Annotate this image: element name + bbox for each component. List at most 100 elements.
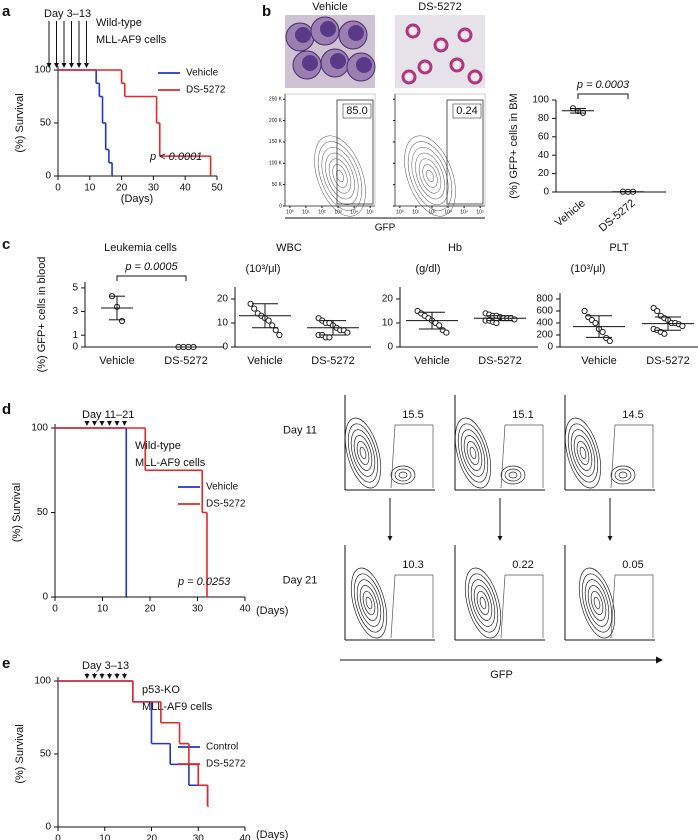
- transition-arrow-head: [497, 536, 503, 541]
- y-tick-label: 0: [72, 342, 78, 353]
- nucleus: [356, 57, 372, 73]
- flow-contour: [411, 147, 449, 205]
- flow-contour: [336, 170, 344, 182]
- treatment-label: Day 11–21: [82, 409, 134, 421]
- flow-x-tick-label: 10⁴: [460, 209, 468, 215]
- y-tick-label: 100: [31, 423, 48, 434]
- cell: [433, 37, 449, 53]
- flow-y-tick-label: 0: [279, 203, 282, 209]
- flow-contour: [567, 423, 599, 483]
- x-tick-label: Vehicle: [247, 355, 282, 367]
- treatment-arrow-head: [46, 63, 52, 68]
- x-tick-label: 20: [146, 834, 158, 840]
- x-tick-label: Vehicle: [581, 355, 616, 367]
- y-tick-label: 60: [538, 131, 550, 142]
- x-tick-label: 20: [116, 183, 128, 194]
- x-tick-label: Vehicle: [99, 355, 134, 367]
- flow-contour: [614, 468, 632, 482]
- flow-contour: [328, 158, 352, 194]
- p-value: p < 0.0001: [149, 151, 202, 163]
- flow-contour: [463, 435, 483, 471]
- flow-contour: [476, 590, 490, 616]
- flow-contour: [317, 141, 363, 211]
- data-point: [661, 330, 668, 337]
- y-tick-label: 100: [34, 65, 51, 76]
- data-point: [251, 305, 258, 312]
- gate-value-box: [342, 103, 372, 119]
- x-tick-label: 0: [55, 834, 61, 840]
- flow-x-tick-label: 10⁰: [396, 209, 404, 215]
- p-value: p = 0.0003: [576, 79, 630, 91]
- data-point: [269, 322, 276, 329]
- flow-frame: [394, 93, 486, 207]
- flow-contour: [426, 170, 434, 182]
- y-tick-label: 0: [222, 342, 228, 353]
- flow-gate: [390, 574, 434, 639]
- x-tick-label: Vehicle: [553, 197, 588, 229]
- treatment-arrow-head: [99, 421, 105, 426]
- treatment-arrow-head: [61, 63, 67, 68]
- treatment-arrow-head: [107, 674, 112, 679]
- y-tick-label: 1: [72, 330, 78, 341]
- chart-title: PLT: [609, 242, 629, 254]
- treatment-arrow-head: [69, 63, 74, 68]
- data-point: [654, 307, 661, 315]
- treatment-arrow-head: [54, 63, 59, 68]
- y-axis-label: (%) GFP+ cells in blood: [36, 257, 48, 373]
- flow-contour: [325, 152, 355, 200]
- flow-contour: [390, 465, 416, 485]
- flow-contour: [590, 590, 604, 616]
- treatment-label: Day 3–13: [82, 660, 129, 672]
- unit-label: (g/dl): [415, 263, 440, 275]
- data-point: [118, 317, 126, 325]
- flow-contour: [356, 579, 382, 627]
- treatment-arrow-head: [76, 63, 82, 68]
- data-point: [592, 319, 599, 327]
- x-tick-label: DS-5272: [311, 355, 354, 367]
- flow-contour: [394, 468, 412, 482]
- legend-label: DS-5272: [206, 499, 246, 510]
- flow-y-tick-label: 150 K: [269, 139, 283, 145]
- y-tick-label: 50: [37, 507, 49, 518]
- flow-contour: [618, 471, 628, 479]
- data-point: [344, 329, 351, 336]
- x-tick-label: 40: [239, 834, 251, 840]
- flow-gate: [336, 99, 374, 205]
- flow-gate: [446, 99, 484, 205]
- flow-contour: [353, 573, 385, 633]
- flow-contour: [365, 596, 373, 610]
- y-tick-label: 10: [382, 318, 394, 329]
- x-tick-label: 40: [180, 183, 192, 194]
- transition-arrow-head: [607, 536, 613, 541]
- flow-contour: [464, 567, 502, 639]
- gate-value: 0.24: [456, 105, 477, 117]
- x-tick-label: 0: [55, 183, 61, 194]
- flow-contour: [581, 573, 613, 633]
- flow-contour: [415, 152, 445, 200]
- y-tick-label: 5: [72, 283, 78, 294]
- y-tick-label: 0: [42, 592, 48, 603]
- y-axis-label: (%) Survival: [14, 93, 26, 152]
- nucleus: [295, 27, 311, 43]
- panel-label: d: [2, 401, 11, 418]
- data-point: [581, 307, 588, 315]
- gate-value: 85.0: [346, 105, 367, 117]
- cell-label: Wild-type: [135, 440, 181, 452]
- panel-label: a: [2, 3, 11, 20]
- y-tick-label: 600: [536, 306, 553, 317]
- y-tick-label: 20: [382, 294, 394, 305]
- flow-contour: [460, 429, 486, 477]
- x-tick-label: 30: [192, 604, 204, 615]
- gfp-label: GFP: [490, 669, 513, 681]
- flow-contour: [398, 471, 408, 479]
- y-tick-label: 0: [547, 342, 553, 353]
- cell-label: MLL-AF9 cells: [96, 34, 167, 46]
- y-tick-label: 0: [543, 187, 549, 198]
- data-point: [265, 317, 272, 324]
- data-point: [436, 322, 443, 329]
- image-label: DS-5272: [418, 1, 461, 13]
- x-tick-label: 10: [99, 834, 111, 840]
- flow-contour: [473, 585, 493, 621]
- cell: [449, 57, 465, 73]
- gate-value: 0.22: [512, 559, 533, 571]
